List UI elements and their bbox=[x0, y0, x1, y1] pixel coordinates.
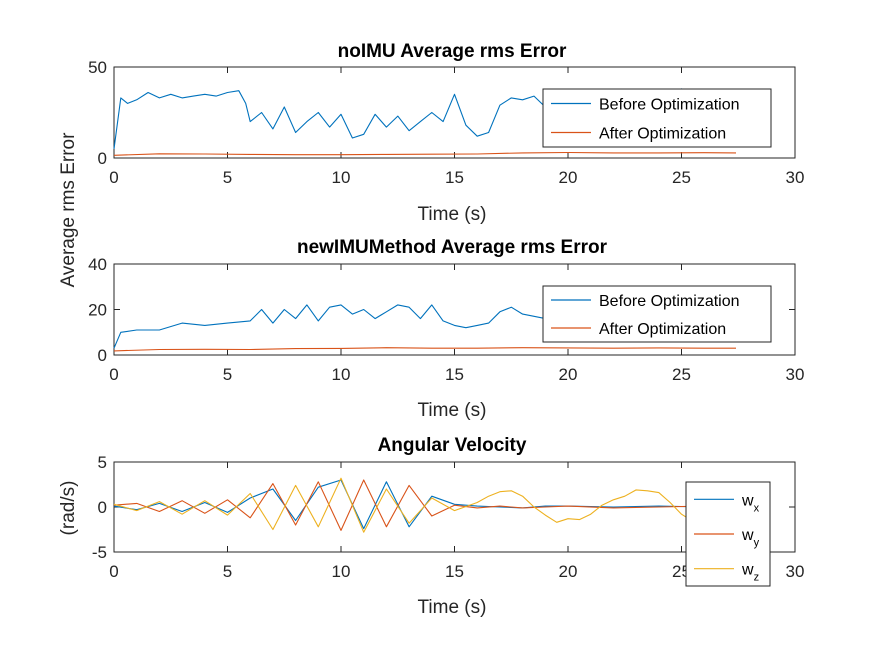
x-tick-label: 30 bbox=[786, 168, 805, 187]
series-line bbox=[113, 151, 737, 156]
chart-title: noIMU Average rms Error bbox=[338, 41, 567, 62]
y-tick-label: 5 bbox=[98, 453, 107, 472]
legend: Before Optimization After Optimization bbox=[542, 88, 772, 148]
chart-title: newIMUMethod Average rms Error bbox=[297, 237, 608, 258]
series-line bbox=[113, 477, 737, 533]
y-tick-label: 0 bbox=[98, 346, 107, 365]
legend-label: After Optimization bbox=[599, 126, 726, 143]
legend-label-subscript: x bbox=[754, 502, 760, 514]
legend-box bbox=[542, 88, 772, 148]
legend: Before Optimization After Optimization bbox=[542, 285, 772, 343]
legend-label-subscript: y bbox=[754, 537, 760, 549]
y-axis-label-top: Average rms Error bbox=[58, 132, 79, 288]
x-tick-label: 20 bbox=[559, 562, 578, 581]
x-tick-label: 5 bbox=[223, 365, 232, 384]
legend-box bbox=[542, 285, 772, 343]
x-tick-label: 25 bbox=[672, 365, 691, 384]
subplot-newimumethod-error: newIMUMethod Average rms Error 0 5 10 15 20 2… bbox=[88, 237, 804, 421]
x-tick-label: 25 bbox=[672, 168, 691, 187]
y-tick-label: 20 bbox=[88, 301, 107, 320]
x-tick-label: 10 bbox=[332, 365, 351, 384]
x-tick-label: 5 bbox=[223, 168, 232, 187]
subplot-angular-velocity: Angular Velocity 0 5 10 15 20 25 30-505wxwywz … bbox=[58, 435, 804, 618]
y-axis-label: (rad/s) bbox=[58, 481, 79, 536]
x-axis-label: Time (s) bbox=[418, 204, 487, 225]
series-line bbox=[113, 347, 736, 352]
plot-area: 0 5 10 15 20 25 30 0 50 Before Optimization After … bbox=[88, 58, 804, 187]
x-axis-label: Time (s) bbox=[418, 400, 487, 421]
x-axis-label: Time (s) bbox=[418, 597, 487, 618]
plot-area: 0 5 10 15 20 25 30 0 20 40 Before Optimization Afte… bbox=[88, 255, 804, 384]
x-tick-label: 10 bbox=[332, 168, 351, 187]
y-tick-label: 40 bbox=[88, 255, 107, 274]
x-tick-label: 0 bbox=[109, 168, 118, 187]
x-tick-label: 15 bbox=[445, 168, 464, 187]
x-tick-label: 0 bbox=[109, 365, 118, 384]
y-tick-label: 0 bbox=[98, 498, 107, 517]
x-tick-label: 20 bbox=[559, 365, 578, 384]
y-tick-label: -5 bbox=[92, 543, 107, 562]
y-tick-label: 50 bbox=[88, 58, 107, 77]
legend-label: Before Optimization bbox=[599, 97, 740, 114]
x-tick-label: 20 bbox=[559, 168, 578, 187]
subplot-noimu-error: noIMU Average rms Error 0 5 10 15 20 25 30 0 50 B… bbox=[88, 41, 804, 225]
x-tick-label: 30 bbox=[786, 562, 805, 581]
legend-label: After Optimization bbox=[599, 321, 726, 338]
legend-label-subscript: z bbox=[754, 572, 760, 584]
x-tick-label: 15 bbox=[445, 365, 464, 384]
x-tick-label: 15 bbox=[445, 562, 464, 581]
x-tick-label: 10 bbox=[332, 562, 351, 581]
legend-label: Before Optimization bbox=[599, 293, 740, 310]
x-tick-label: 30 bbox=[786, 365, 805, 384]
chart-title: Angular Velocity bbox=[378, 435, 527, 456]
series-line bbox=[113, 479, 737, 531]
x-tick-label: 5 bbox=[223, 562, 232, 581]
x-tick-label: 0 bbox=[109, 562, 118, 581]
y-tick-label: 0 bbox=[98, 149, 107, 168]
